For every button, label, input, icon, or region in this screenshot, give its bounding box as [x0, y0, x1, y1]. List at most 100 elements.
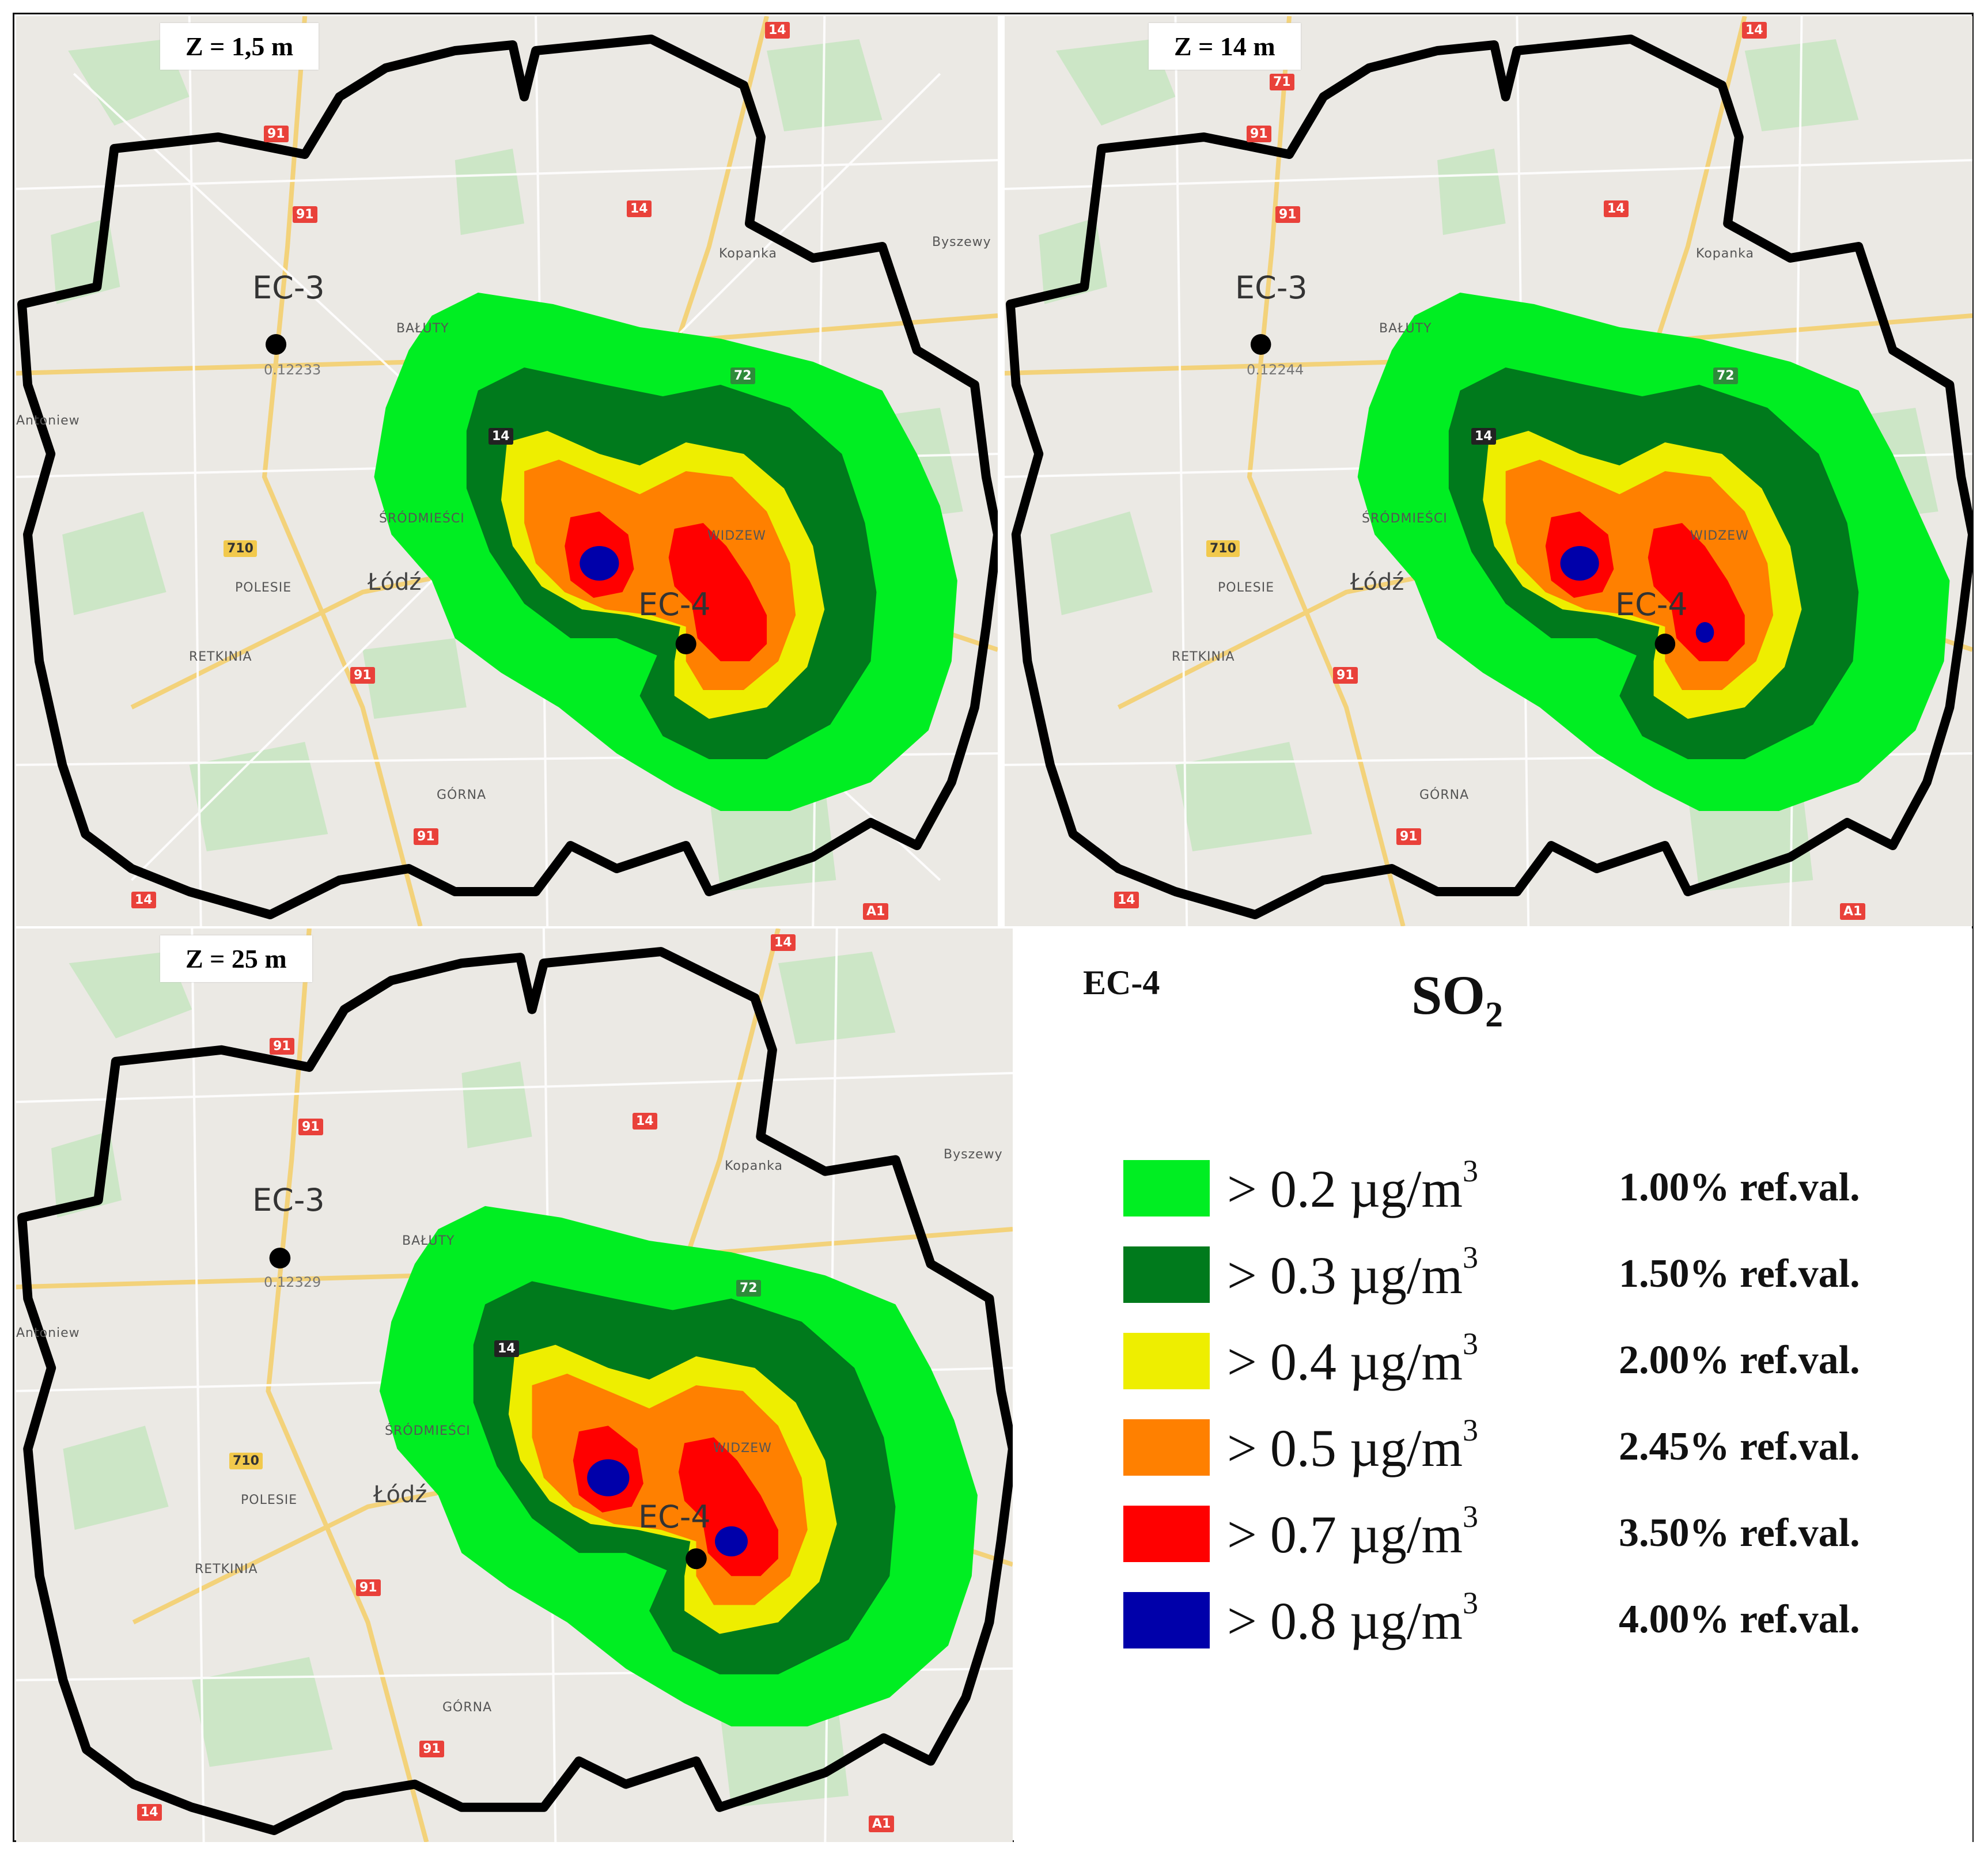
- legend-concentration: > 0.8 µg/m3: [1227, 1585, 1478, 1651]
- ec4-label: EC-4: [638, 1499, 711, 1535]
- place-antoniew: Antoniew: [16, 1326, 80, 1340]
- legend-percent: 2.00% ref.val.: [1619, 1338, 1860, 1382]
- road-91-sign: 91: [270, 1038, 294, 1055]
- district-widzew: WIDZEW: [1690, 529, 1749, 543]
- district-polesie: POLESIE: [235, 581, 292, 595]
- ec3-value: 0.12233: [264, 362, 321, 378]
- legend-unit-power: 3: [1463, 1327, 1479, 1361]
- road-91-sign: 91: [1333, 667, 1358, 684]
- district-polesie: POLESIE: [241, 1493, 298, 1507]
- road-a1-sign: A1: [863, 903, 889, 920]
- legend-percent: 4.00% ref.val.: [1619, 1597, 1860, 1642]
- road-72-sign: 72: [736, 1280, 761, 1297]
- legend-row: > 0.7 µg/m3 3.50% ref.val.: [1123, 1499, 1964, 1568]
- district-widzew: WIDZEW: [713, 1441, 772, 1456]
- city-label: Łódź: [1350, 569, 1404, 596]
- road-14-sign: 14: [1471, 428, 1496, 445]
- road-14-sign: 14: [627, 200, 652, 217]
- legend-concentration-text: > 0.7 µg/m: [1227, 1505, 1463, 1564]
- legend-swatch: [1123, 1506, 1210, 1562]
- map-background: [1005, 16, 1972, 926]
- road-14-sign: 14: [137, 1804, 162, 1821]
- legend-swatch: [1123, 1333, 1210, 1389]
- road-14-sign: 14: [765, 22, 790, 39]
- district-srodmiescie: ŚRÓDMIEŚCI: [385, 1424, 471, 1438]
- district-retkinia: RETKINIA: [195, 1562, 258, 1576]
- ec3-value: 0.12329: [264, 1274, 321, 1290]
- place-kopanka: Kopanka: [725, 1159, 783, 1173]
- legend-swatch: [1123, 1592, 1210, 1648]
- legend-unit-power: 3: [1463, 1413, 1479, 1447]
- road-14-sign: 14: [489, 428, 513, 445]
- place-byszewy: Byszewy: [944, 1147, 1003, 1162]
- road-91-sign: 91: [293, 206, 317, 223]
- legend-row: > 0.8 µg/m3 4.00% ref.val.: [1123, 1585, 1964, 1654]
- map-panel-z3: Z = 25 m EC-3 0.12329 EC-4 Łódź BAŁUTY Ś…: [16, 928, 1013, 1842]
- road-91-sign: 91: [1247, 126, 1271, 142]
- legend-percent: 3.50% ref.val.: [1619, 1511, 1860, 1555]
- legend-concentration-text: > 0.4 µg/m: [1227, 1332, 1463, 1391]
- road-14-sign: 14: [1742, 22, 1767, 39]
- legend-swatch: [1123, 1246, 1210, 1303]
- district-gorna: GÓRNA: [442, 1700, 493, 1715]
- road-72-sign: 72: [1713, 367, 1738, 384]
- city-label: Łódź: [373, 1481, 427, 1508]
- road-710-sign: 710: [224, 540, 257, 557]
- z-height-label: Z = 25 m: [160, 935, 312, 982]
- legend-concentration-text: > 0.2 µg/m: [1227, 1159, 1463, 1218]
- road-91-sign: 91: [350, 667, 375, 684]
- road-14-sign: 14: [771, 934, 796, 951]
- map-panel-z2: Z = 14 m EC-3 0.12244 EC-4 Łódź BAŁUTY Ś…: [1005, 16, 1972, 926]
- district-gorna: GÓRNA: [1419, 788, 1470, 802]
- legend-concentration: > 0.7 µg/m3: [1227, 1499, 1478, 1565]
- legend-percent: 1.00% ref.val.: [1619, 1165, 1860, 1210]
- legend-unit-power: 3: [1463, 1499, 1479, 1534]
- road-91-sign: 91: [1275, 206, 1300, 223]
- legend-panel: EC-4 SO2 > 0.2 µg/m3 1.00% ref.val. > 0.…: [1014, 928, 1972, 1842]
- legend-concentration: > 0.4 µg/m3: [1227, 1326, 1478, 1392]
- legend-unit-power: 3: [1463, 1154, 1479, 1188]
- road-91-sign: 91: [419, 1741, 444, 1757]
- district-retkinia: RETKINIA: [189, 650, 252, 664]
- legend-unit-power: 3: [1463, 1586, 1479, 1620]
- road-710-sign: 710: [229, 1453, 263, 1469]
- legend-concentration-text: > 0.3 µg/m: [1227, 1246, 1463, 1305]
- road-710-sign: 710: [1206, 540, 1240, 557]
- district-srodmiescie: ŚRÓDMIEŚCI: [379, 511, 465, 526]
- road-14-sign: 14: [633, 1113, 657, 1130]
- z-height-label: Z = 1,5 m: [160, 23, 319, 70]
- legend-percent: 1.50% ref.val.: [1619, 1252, 1860, 1296]
- place-kopanka: Kopanka: [719, 247, 778, 261]
- district-baluty: BAŁUTY: [396, 321, 449, 336]
- road-14-sign: 14: [1604, 200, 1629, 217]
- district-retkinia: RETKINIA: [1172, 650, 1235, 664]
- road-71-sign: 71: [1270, 74, 1294, 90]
- legend-concentration-text: > 0.5 µg/m: [1227, 1419, 1463, 1477]
- road-91-sign: 91: [414, 828, 438, 845]
- place-kopanka: Kopanka: [1696, 247, 1755, 261]
- legend-row: > 0.2 µg/m3 1.00% ref.val.: [1123, 1153, 1964, 1222]
- legend-swatch: [1123, 1160, 1210, 1216]
- legend-swatch: [1123, 1419, 1210, 1476]
- district-srodmiescie: ŚRÓDMIEŚCI: [1362, 511, 1448, 526]
- place-antoniew: Antoniew: [16, 414, 80, 428]
- ec3-label: EC-3: [1235, 270, 1308, 306]
- legend-concentration-text: > 0.8 µg/m: [1227, 1591, 1463, 1650]
- ec3-value: 0.12244: [1247, 362, 1304, 378]
- legend-concentration: > 0.5 µg/m3: [1227, 1412, 1478, 1479]
- place-byszewy: Byszewy: [932, 235, 991, 249]
- map-background: [16, 928, 1013, 1842]
- z-height-label: Z = 14 m: [1149, 23, 1301, 70]
- road-14-sign: 14: [494, 1340, 519, 1357]
- pollutant-name: SO: [1411, 964, 1486, 1026]
- road-a1-sign: A1: [1840, 903, 1866, 920]
- source-label: EC-4: [1083, 964, 1160, 1002]
- city-label: Łódź: [368, 569, 422, 596]
- road-a1-sign: A1: [869, 1816, 895, 1832]
- district-polesie: POLESIE: [1218, 581, 1275, 595]
- ec3-label: EC-3: [252, 1182, 325, 1218]
- district-baluty: BAŁUTY: [402, 1234, 455, 1248]
- map-panel-z1: Z = 1,5 m EC-3 0.12233 EC-4 Łódź BAŁUTY …: [16, 16, 998, 926]
- road-91-sign: 91: [1396, 828, 1421, 845]
- road-91-sign: 91: [264, 126, 289, 142]
